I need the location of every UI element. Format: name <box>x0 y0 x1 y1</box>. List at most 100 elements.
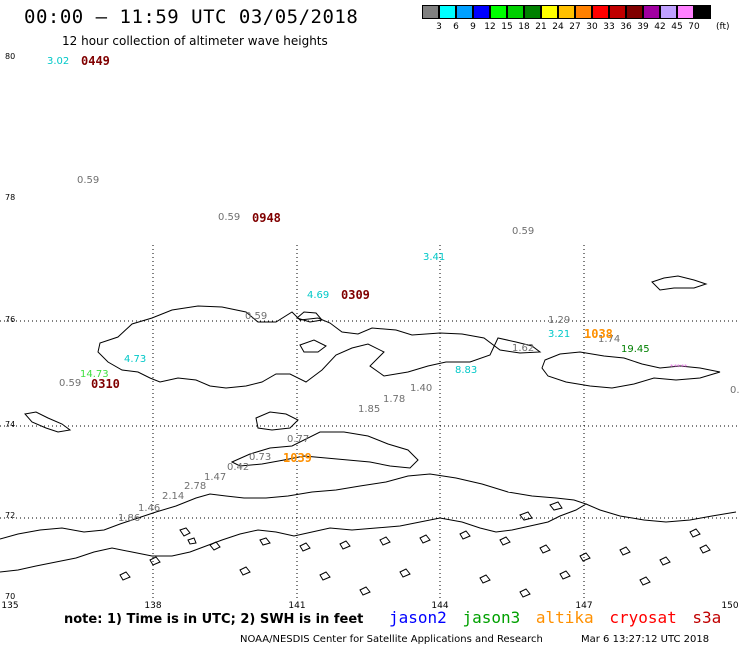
lat-label-70: 70 <box>5 592 16 601</box>
island-center <box>255 411 299 431</box>
lat-label-74: 74 <box>5 420 16 429</box>
legend-label: 70 <box>688 22 700 32</box>
legend-swatch <box>609 5 626 19</box>
island-new-siberia <box>541 351 721 389</box>
legend-swatch <box>660 5 677 19</box>
mission-altika: altika <box>535 608 594 627</box>
wave-height-label: 0.42 <box>227 462 250 473</box>
wave-height-label: 4.73 <box>124 354 147 365</box>
legend-label: 30 <box>586 22 598 32</box>
pass-time-label: 1039 <box>283 451 312 465</box>
wave-height-label: 0.59 <box>59 378 82 389</box>
lat-label-78: 78 <box>5 193 16 202</box>
lon-label-141: 141 <box>288 601 306 611</box>
pass-time-label: 0309 <box>341 288 370 302</box>
legend-label: 3 <box>436 22 442 32</box>
lon-label-147: 147 <box>575 601 593 611</box>
wave-height-label: 2.14 <box>162 491 185 502</box>
wave-height-label: 3.02 <box>47 56 70 67</box>
island-small-1 <box>295 311 323 323</box>
legend-swatch <box>490 5 507 19</box>
wave-height-label: 0.59 <box>218 212 241 223</box>
wave-height-label: 8.83 <box>455 365 478 376</box>
legend-label: 39 <box>637 22 649 32</box>
legend-label: 18 <box>518 22 530 32</box>
wave-height-label: 1.40 <box>410 383 433 394</box>
legend-label: 27 <box>569 22 581 32</box>
mission-jason2: jason2 <box>389 608 447 627</box>
legend-swatch <box>558 5 575 19</box>
legend-swatch <box>643 5 660 19</box>
legend-label: 15 <box>501 22 513 32</box>
mission-cryosat: cryosat <box>609 608 677 627</box>
legend-label: 33 <box>603 22 615 32</box>
legend-swatch <box>592 5 609 19</box>
legend-swatch <box>507 5 524 19</box>
lon-label-144: 144 <box>431 601 449 611</box>
footer-timestamp: Mar 6 13:27:12 UTC 2018 <box>581 634 710 645</box>
lon-label-150: 150 <box>721 601 739 611</box>
wave-height-label: 1.46 <box>138 503 161 514</box>
wave-height-label: 0.77 <box>287 434 310 445</box>
wave-height-label: 1.78 <box>383 394 406 405</box>
lat-label-72: 72 <box>5 511 16 520</box>
wave-height-label: 1.47 <box>204 472 227 483</box>
wave-height-label: 1.62 <box>512 343 535 354</box>
legend-label: 9 <box>470 22 476 32</box>
footer-credit: NOAA/NESDIS Center for Satellite Applica… <box>240 634 543 645</box>
legend-label: 6 <box>453 22 459 32</box>
wave-height-label: 0.59 <box>245 311 268 322</box>
legend-label: 21 <box>535 22 547 32</box>
mission-s3a: s3a <box>692 608 722 627</box>
wave-height-label: 0.73 <box>249 452 272 463</box>
wave-height-label: 1.85 <box>358 404 381 415</box>
legend-swatch <box>677 5 694 19</box>
island-small-2 <box>299 339 327 353</box>
wave-height-label: 4.69 <box>307 290 330 301</box>
wave-height-label: 1.29 <box>548 315 571 326</box>
wave-height-label: 3.21 <box>548 329 571 340</box>
mainland-coast-east <box>585 503 737 523</box>
lon-label-138: 138 <box>144 601 162 611</box>
wave-height-label: ***** <box>670 363 688 371</box>
wave-height-label: 2.78 <box>184 481 207 492</box>
wave-height-label: 3.41 <box>423 252 446 263</box>
legend-swatch <box>473 5 490 19</box>
legend-swatch <box>439 5 456 19</box>
island-ne <box>651 275 708 291</box>
legend-swatch <box>694 5 711 19</box>
island-west <box>24 411 72 433</box>
island-kotelny <box>97 305 542 389</box>
wave-height-label: 0. <box>730 385 740 396</box>
lat-label-80: 80 <box>5 52 16 61</box>
pass-time-label: 1038 <box>584 327 613 341</box>
wave-height-label: 0.59 <box>512 226 535 237</box>
legend-swatch <box>422 5 439 19</box>
legend-swatch <box>626 5 643 19</box>
pass-time-label: 0948 <box>252 211 281 225</box>
legend-swatch <box>541 5 558 19</box>
map-subtitle: 12 hour collection of altimeter wave hei… <box>62 34 328 48</box>
legend-label: 24 <box>552 22 564 32</box>
legend-label: 42 <box>654 22 666 32</box>
legend-label: 36 <box>620 22 632 32</box>
mission-legend: jason2 jason3 altika cryosat s3a <box>389 608 727 627</box>
color-legend-unit: (ft) <box>716 22 730 32</box>
wave-height-label: 0.59 <box>77 175 100 186</box>
map-title: 00:00 – 11:59 UTC 03/05/2018 <box>24 6 359 28</box>
island-lyakhovsky <box>230 431 419 469</box>
legend-swatch <box>524 5 541 19</box>
graticule <box>0 245 737 600</box>
wave-height-label: 1.74 <box>598 334 621 345</box>
lon-label-135: 135 <box>1 601 19 611</box>
wave-height-label: 1.86 <box>118 513 141 524</box>
mainland-coast <box>0 473 588 573</box>
lat-label-76: 76 <box>5 315 16 324</box>
footer-note: note: 1) Time is in UTC; 2) SWH is in fe… <box>64 612 364 627</box>
coastlines <box>0 275 737 598</box>
legend-swatch <box>456 5 473 19</box>
legend-swatch <box>575 5 592 19</box>
pass-time-label: 0310 <box>91 377 120 391</box>
legend-label: 45 <box>671 22 683 32</box>
